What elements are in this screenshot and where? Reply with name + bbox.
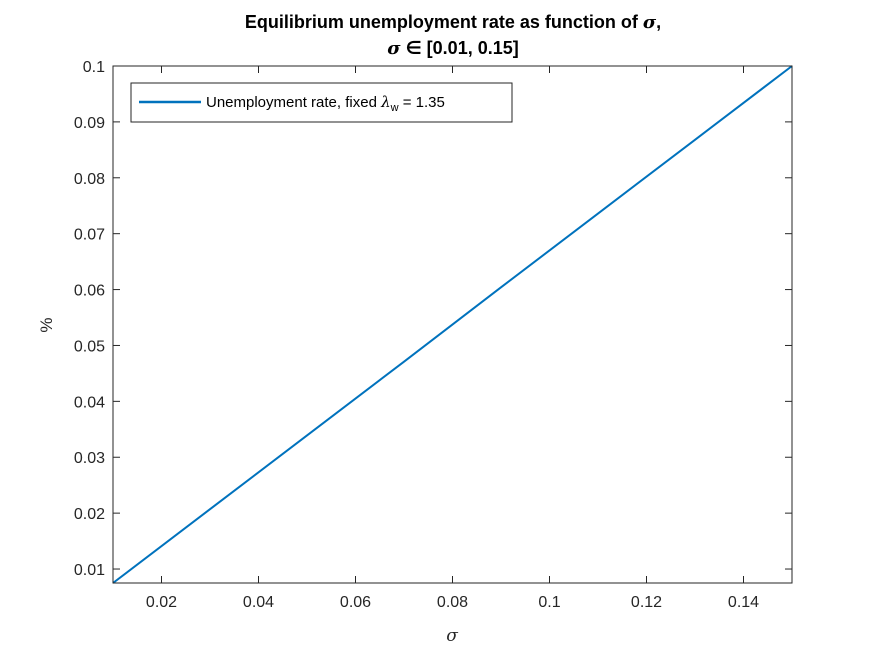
x-tick-label: 0.08 (437, 594, 468, 611)
chart-title-line-2: σ ∈ [0.01, 0.15] (387, 38, 518, 59)
x-tick-label: 0.04 (243, 594, 274, 611)
y-tick-label: 0.01 (74, 562, 105, 579)
x-tick-labels: 0.02 0.04 0.06 0.08 0.1 0.12 0.14 (146, 594, 759, 611)
y-tick-labels: 0.01 0.02 0.03 0.04 0.05 0.06 0.07 0.08 0.09 0.1 (74, 59, 105, 579)
x-tick-label: 0.14 (728, 594, 759, 611)
y-tick-label: 0.09 (74, 115, 105, 132)
y-tick-label: 0.05 (74, 338, 105, 355)
y-axis-label: % (37, 317, 56, 332)
y-tick-label: 0.03 (74, 450, 105, 467)
y-tick-label: 0.07 (74, 227, 105, 244)
chart-title-line-1: Equilibrium unemployment rate as functio… (245, 12, 661, 33)
x-tick-label: 0.02 (146, 594, 177, 611)
y-tick-label: 0.04 (74, 394, 105, 411)
legend: Unemployment rate, fixed λw = 1.35 (130, 82, 513, 123)
y-tick-label: 0.06 (74, 283, 105, 300)
y-tick-label: 0.02 (74, 506, 105, 523)
x-axis-label: σ (446, 626, 458, 646)
series-line-0 (112, 65, 793, 584)
y-tick-label: 0.1 (83, 59, 105, 76)
x-tick-label: 0.1 (538, 594, 560, 611)
x-tick-label: 0.06 (340, 594, 371, 611)
axes-box (112, 65, 793, 584)
series-group (112, 65, 793, 584)
y-tick-label: 0.08 (74, 171, 105, 188)
legend-entry: Unemployment rate, fixed λw = 1.35 (206, 93, 445, 114)
x-tick-label: 0.12 (631, 594, 662, 611)
